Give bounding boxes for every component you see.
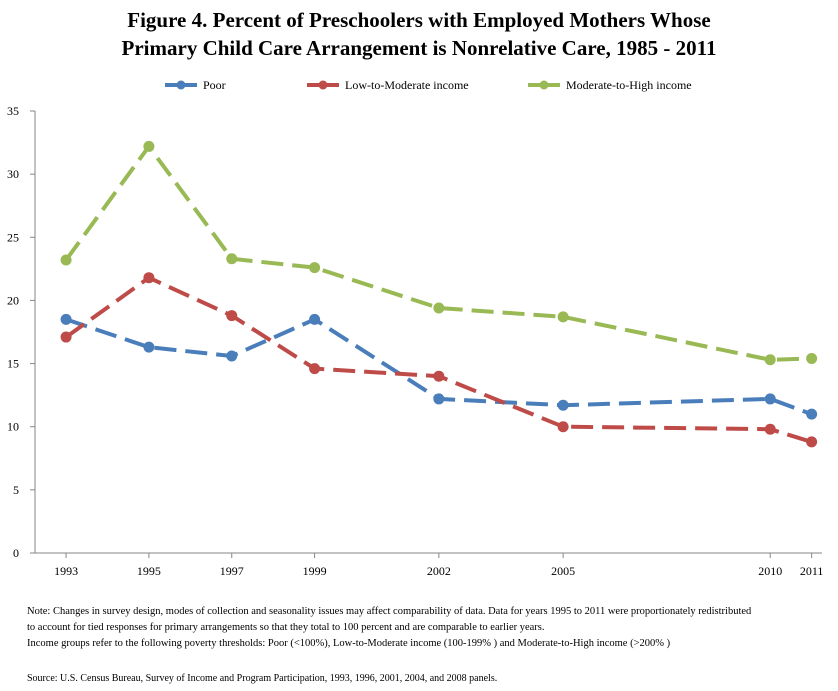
- data-point: [433, 370, 445, 382]
- y-tick-label: 35: [7, 104, 19, 118]
- chart-title-line-2: Primary Child Care Arrangement is Nonrel…: [121, 36, 717, 60]
- data-point: [764, 423, 776, 435]
- x-tick-label: 1995: [137, 564, 161, 578]
- x-tick-label: 1993: [54, 564, 78, 578]
- x-tick-label: 2002: [427, 564, 451, 578]
- y-tick-label: 10: [7, 420, 19, 434]
- data-point: [226, 350, 238, 362]
- chart-title: Figure 4. Percent of Preschoolers with E…: [0, 6, 838, 62]
- data-point: [764, 354, 776, 366]
- x-tick-label: 1997: [220, 564, 244, 578]
- data-point: [806, 436, 818, 448]
- series-line: [65, 317, 813, 416]
- chart-notes: Note: Changes in survey design, modes of…: [27, 604, 827, 652]
- data-point: [433, 393, 445, 405]
- x-tick-label: 2010: [758, 564, 782, 578]
- data-point: [309, 363, 321, 375]
- legend-label: Poor: [203, 78, 226, 92]
- data-point: [60, 331, 72, 343]
- note-line-3: Income groups refer to the following pov…: [27, 638, 671, 649]
- y-tick-label: 5: [13, 483, 19, 497]
- legend-label: Low-to-Moderate income: [345, 78, 469, 92]
- data-point: [806, 353, 818, 365]
- note-line-2: to account for tied responses for primar…: [27, 622, 545, 633]
- legend-swatch-marker: [318, 80, 328, 90]
- y-tick-label: 30: [7, 167, 19, 181]
- y-tick-label: 15: [7, 357, 19, 371]
- data-point: [143, 341, 155, 353]
- data-point: [764, 393, 776, 405]
- data-point: [226, 253, 238, 265]
- line-chart: 0 5 10 15 20 25 30 35 1993 1995 1997 1999 2002 2005 20…: [7, 78, 824, 578]
- legend-swatch-marker: [539, 80, 549, 90]
- x-tick-label: 2011: [800, 564, 824, 578]
- data-point: [557, 311, 569, 323]
- data-point: [557, 421, 569, 433]
- x-tick-label: 1999: [303, 564, 327, 578]
- series-line: [64, 144, 812, 362]
- y-tick-label: 20: [7, 293, 19, 307]
- data-point: [433, 302, 445, 314]
- legend-swatch-marker: [176, 80, 186, 90]
- data-point: [143, 272, 155, 284]
- data-point: [309, 262, 321, 274]
- data-point: [143, 140, 155, 152]
- series-line: [64, 275, 813, 444]
- x-tick-label: 2005: [551, 564, 575, 578]
- data-point: [806, 408, 818, 420]
- chart-title-line-1: Figure 4. Percent of Preschoolers with E…: [127, 8, 711, 32]
- data-point: [60, 313, 72, 325]
- source-note: Source: U.S. Census Bureau, Survey of In…: [27, 673, 498, 684]
- legend-label: Moderate-to-High income: [566, 78, 692, 92]
- data-point: [557, 399, 569, 411]
- data-point: [226, 310, 238, 322]
- y-tick-label: 0: [13, 546, 19, 560]
- note-line-1: Note: Changes in survey design, modes of…: [27, 606, 752, 617]
- y-tick-label: 25: [7, 230, 19, 244]
- data-point: [60, 254, 72, 266]
- data-point: [309, 313, 321, 325]
